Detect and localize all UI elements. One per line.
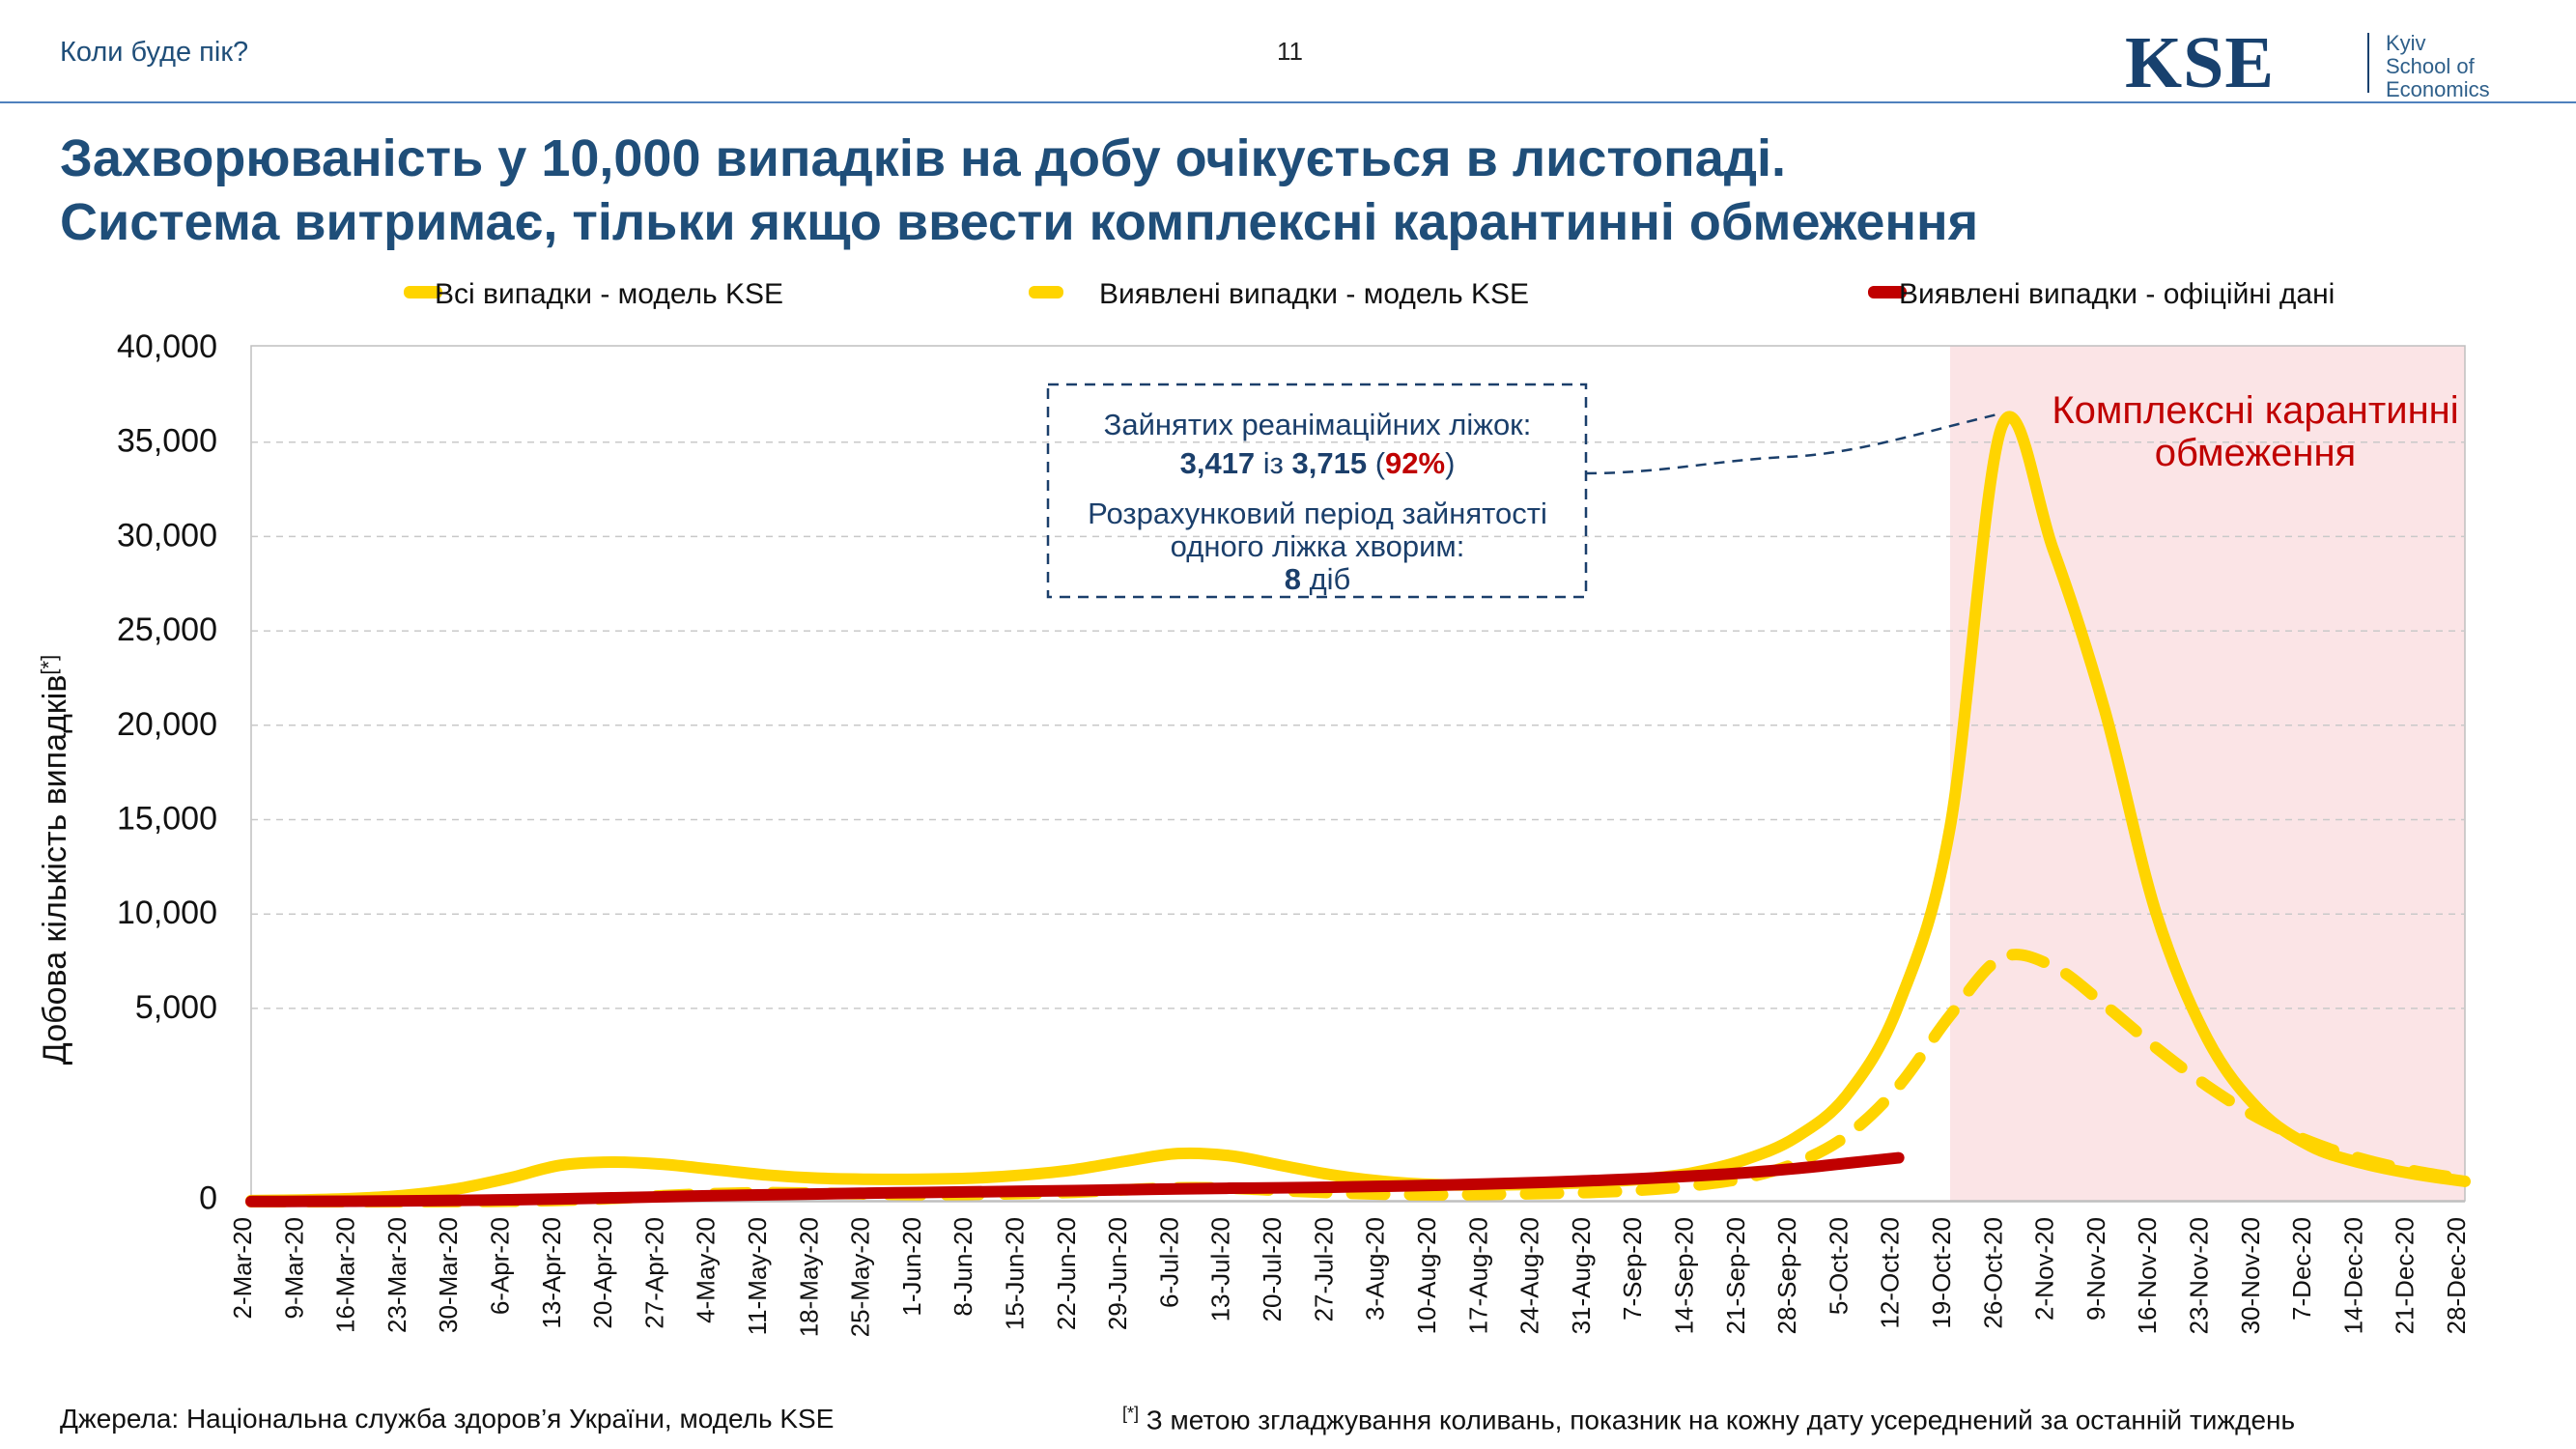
svg-text:6-Apr-20: 6-Apr-20 [486,1217,515,1315]
svg-text:25-May-20: 25-May-20 [846,1217,875,1337]
svg-text:20,000: 20,000 [117,706,217,743]
svg-text:30,000: 30,000 [117,517,217,554]
svg-text:KSE: KSE [2125,22,2275,103]
svg-text:22-Jun-20: 22-Jun-20 [1052,1217,1081,1330]
svg-text:26-Oct-20: 26-Oct-20 [1978,1217,2007,1329]
svg-text:13-Jul-20: 13-Jul-20 [1206,1217,1235,1321]
svg-text:2-Mar-20: 2-Mar-20 [228,1217,257,1319]
svg-text:8-Jun-20: 8-Jun-20 [948,1217,977,1317]
svg-text:27-Jul-20: 27-Jul-20 [1309,1217,1338,1321]
svg-text:23-Nov-20: 23-Nov-20 [2184,1217,2213,1334]
svg-text:5-Oct-20: 5-Oct-20 [1824,1217,1853,1315]
svg-text:16-Mar-20: 16-Mar-20 [331,1217,360,1333]
svg-text:0: 0 [199,1180,217,1217]
svg-text:21-Sep-20: 21-Sep-20 [1721,1217,1750,1334]
svg-text:25,000: 25,000 [117,611,217,648]
svg-text:9-Mar-20: 9-Mar-20 [279,1217,308,1319]
svg-text:30-Mar-20: 30-Mar-20 [434,1217,463,1333]
svg-text:3-Aug-20: 3-Aug-20 [1361,1217,1390,1321]
svg-text:14-Dec-20: 14-Dec-20 [2338,1217,2367,1334]
svg-text:20-Jul-20: 20-Jul-20 [1258,1217,1287,1321]
svg-text:обмеження: обмеження [2155,432,2356,474]
svg-text:21-Dec-20: 21-Dec-20 [2391,1217,2420,1334]
svg-text:19-Oct-20: 19-Oct-20 [1927,1217,1956,1329]
svg-text:Economics: Economics [2386,77,2490,101]
svg-text:14-Sep-20: 14-Sep-20 [1669,1217,1698,1334]
svg-text:1-Jun-20: 1-Jun-20 [897,1217,926,1317]
svg-text:16-Nov-20: 16-Nov-20 [2133,1217,2162,1334]
svg-text:35,000: 35,000 [117,423,217,460]
svg-text:18-May-20: 18-May-20 [794,1217,823,1337]
svg-text:13-Apr-20: 13-Apr-20 [537,1217,566,1329]
svg-text:одного ліжка хворим:: одного ліжка хворим: [1171,529,1465,563]
svg-text:20-Apr-20: 20-Apr-20 [588,1217,617,1329]
svg-text:40,000: 40,000 [117,328,217,365]
svg-text:8 діб: 8 діб [1285,562,1351,596]
svg-text:6-Jul-20: 6-Jul-20 [1154,1217,1183,1308]
svg-text:Розрахунковий період зайнятост: Розрахунковий період зайнятості [1088,497,1547,530]
svg-text:Kyiv: Kyiv [2386,31,2426,55]
svg-text:17-Aug-20: 17-Aug-20 [1463,1217,1492,1334]
svg-text:31-Aug-20: 31-Aug-20 [1567,1217,1596,1334]
svg-text:12-Oct-20: 12-Oct-20 [1876,1217,1905,1329]
svg-text:7-Dec-20: 7-Dec-20 [2287,1217,2316,1321]
svg-text:7-Sep-20: 7-Sep-20 [1618,1217,1647,1321]
svg-text:27-Apr-20: 27-Apr-20 [639,1217,668,1329]
svg-text:15-Jun-20: 15-Jun-20 [1001,1217,1030,1330]
svg-text:Зайнятих реанімаційних ліжок:: Зайнятих реанімаційних ліжок: [1104,408,1532,441]
svg-text:Комплексні карантинні: Комплексні карантинні [2052,389,2458,432]
svg-text:10-Aug-20: 10-Aug-20 [1412,1217,1441,1334]
svg-text:10,000: 10,000 [117,895,217,931]
svg-text:School of: School of [2386,54,2476,78]
svg-text:5,000: 5,000 [135,989,217,1026]
svg-text:30-Nov-20: 30-Nov-20 [2236,1217,2265,1334]
svg-text:4-May-20: 4-May-20 [692,1217,721,1323]
svg-text:2-Nov-20: 2-Nov-20 [2030,1217,2059,1321]
svg-text:3,417 із 3,715 (92%): 3,417 із 3,715 (92%) [1180,446,1456,480]
svg-text:9-Nov-20: 9-Nov-20 [2081,1217,2110,1321]
svg-text:29-Jun-20: 29-Jun-20 [1103,1217,1132,1330]
svg-text:24-Aug-20: 24-Aug-20 [1515,1217,1544,1334]
svg-text:28-Dec-20: 28-Dec-20 [2442,1217,2471,1334]
svg-text:15,000: 15,000 [117,801,217,838]
svg-text:28-Sep-20: 28-Sep-20 [1772,1217,1801,1334]
svg-text:Добова кількість випадків[*]: Добова кількість випадків[*] [37,655,73,1065]
svg-text:23-Mar-20: 23-Mar-20 [382,1217,411,1333]
svg-text:11-May-20: 11-May-20 [743,1217,772,1335]
